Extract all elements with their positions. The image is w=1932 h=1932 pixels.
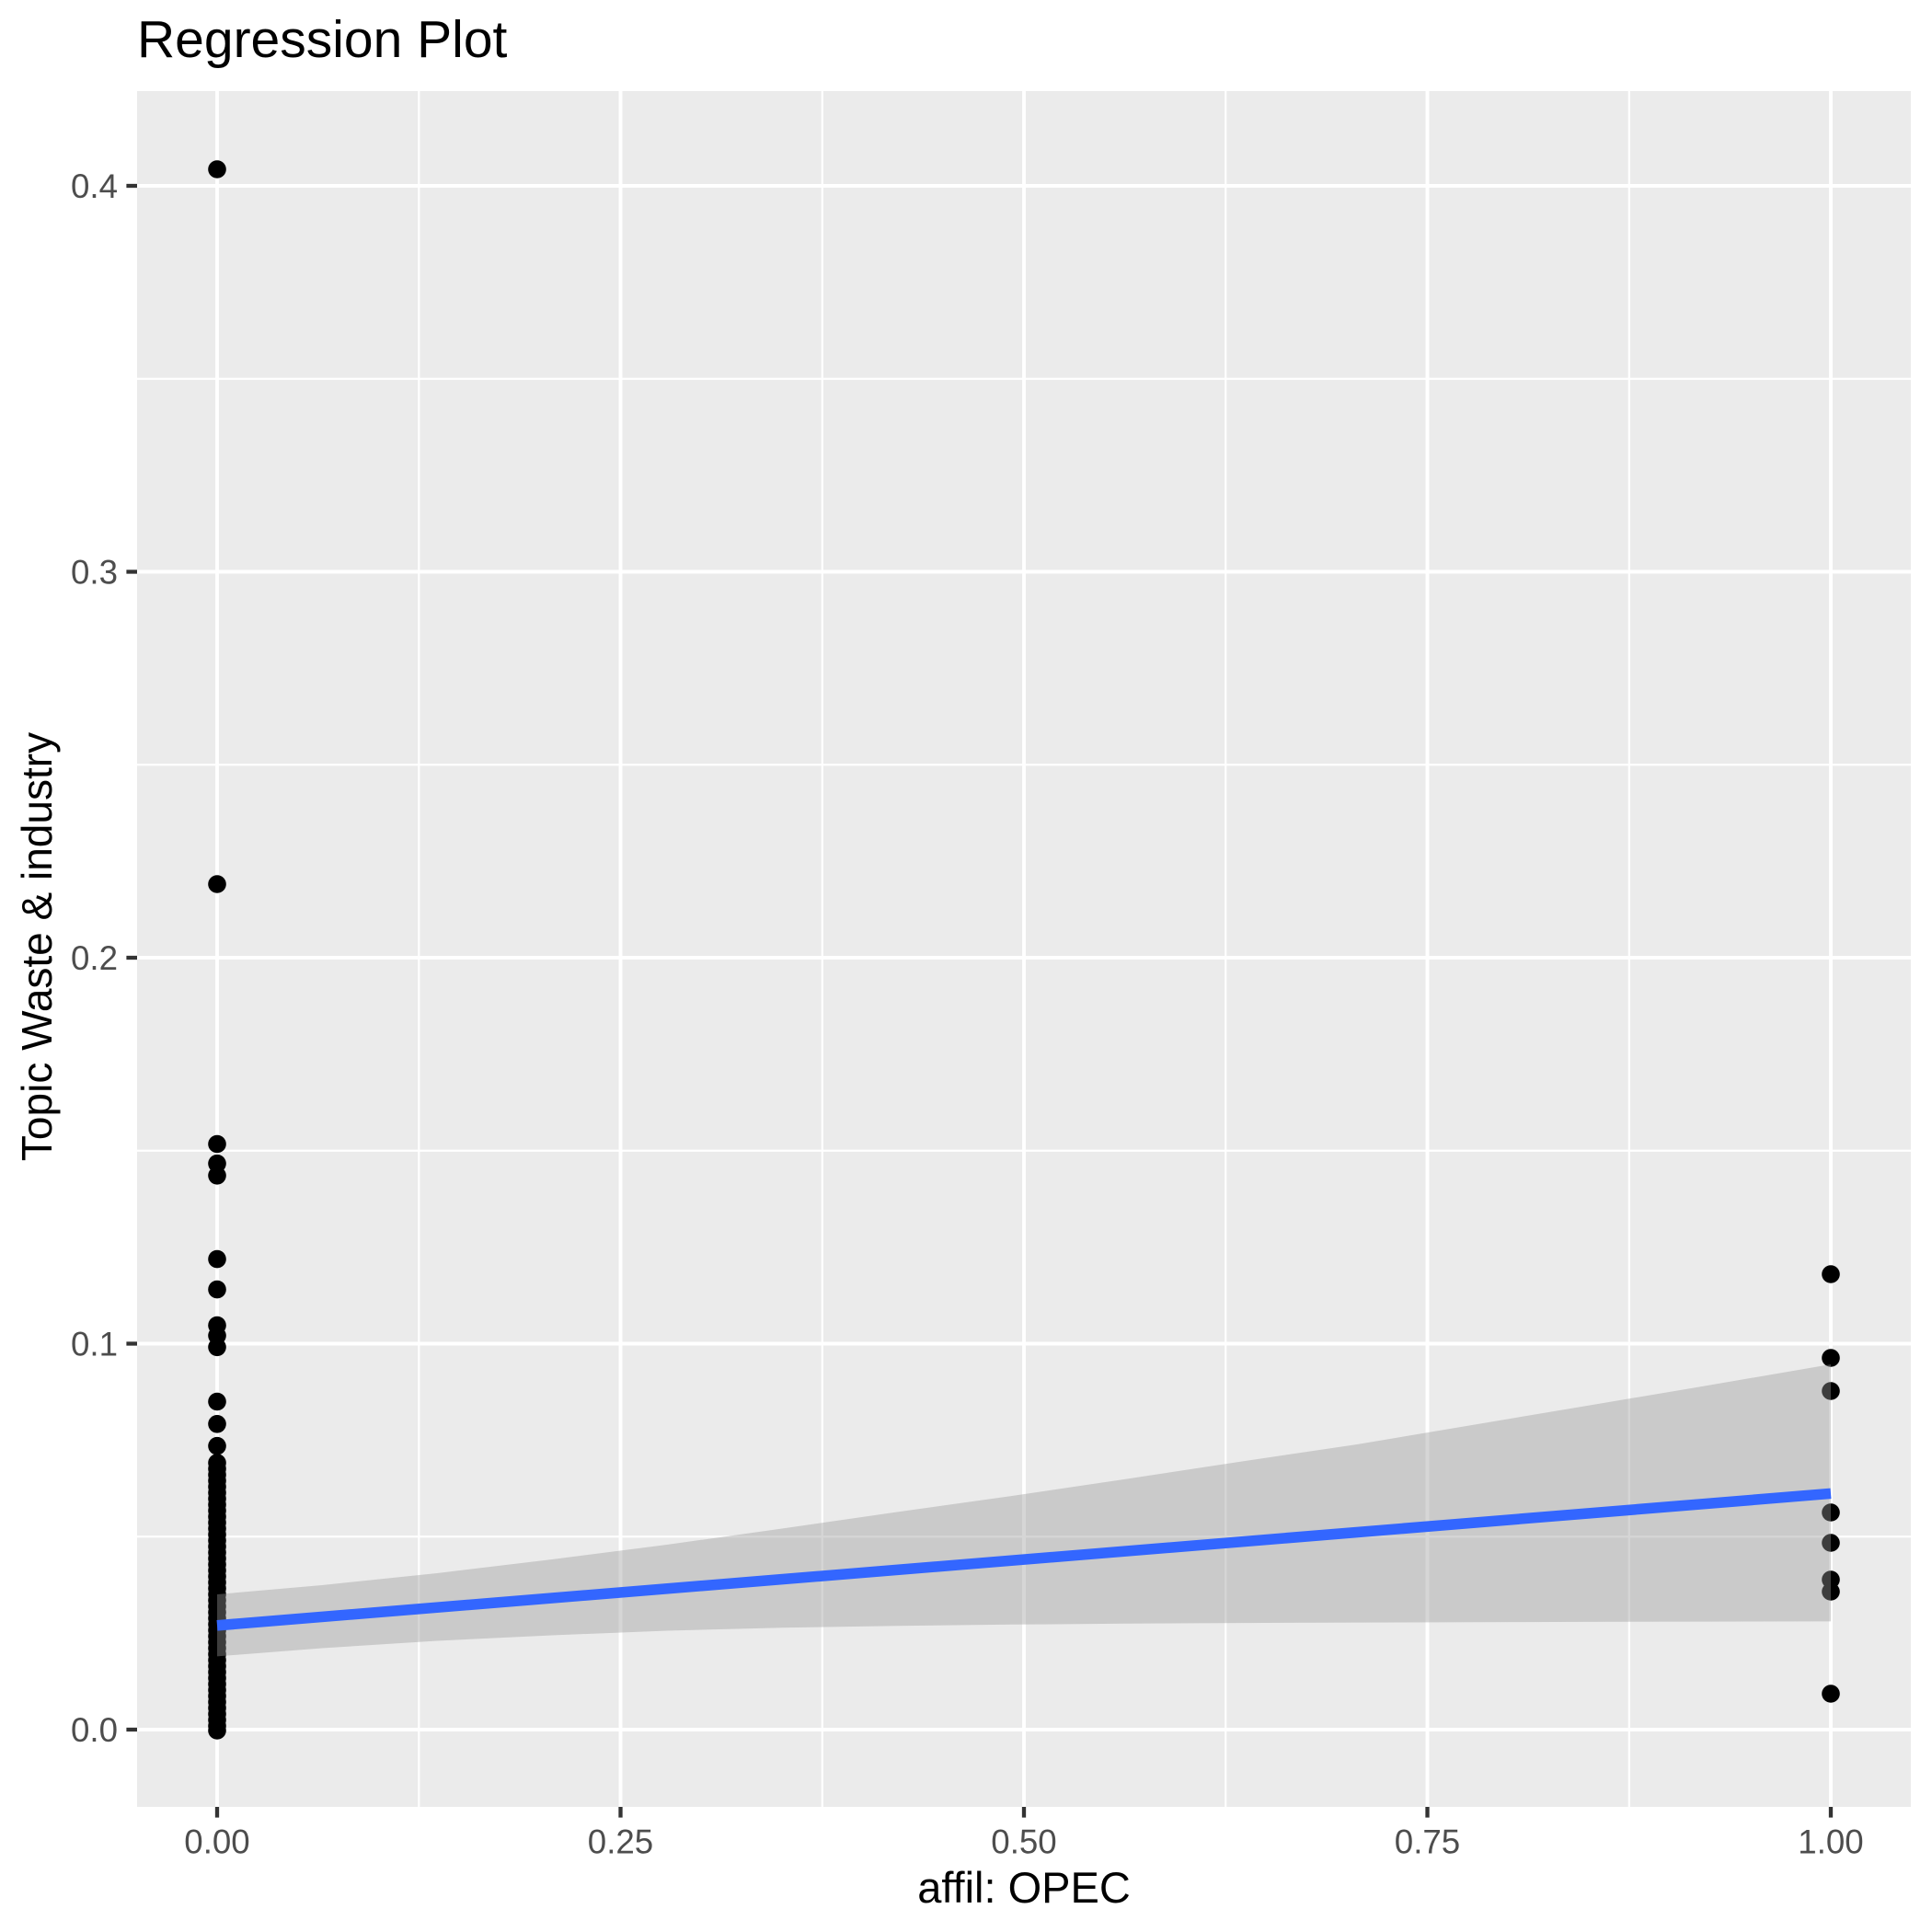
svg-text:0.3: 0.3 xyxy=(71,554,118,592)
svg-text:0.0: 0.0 xyxy=(71,1711,118,1749)
svg-text:Regression Plot: Regression Plot xyxy=(137,10,508,69)
svg-text:0.75: 0.75 xyxy=(1395,1823,1460,1861)
svg-text:0.50: 0.50 xyxy=(991,1823,1056,1861)
svg-text:affil: OPEC: affil: OPEC xyxy=(917,1863,1131,1912)
svg-text:0.2: 0.2 xyxy=(71,939,118,977)
svg-text:Topic Waste & industry: Topic Waste & industry xyxy=(13,732,61,1161)
svg-text:0.00: 0.00 xyxy=(184,1823,249,1861)
svg-text:0.4: 0.4 xyxy=(71,167,118,205)
svg-text:0.1: 0.1 xyxy=(71,1326,118,1363)
svg-text:1.00: 1.00 xyxy=(1798,1823,1863,1861)
svg-text:0.25: 0.25 xyxy=(588,1823,653,1861)
